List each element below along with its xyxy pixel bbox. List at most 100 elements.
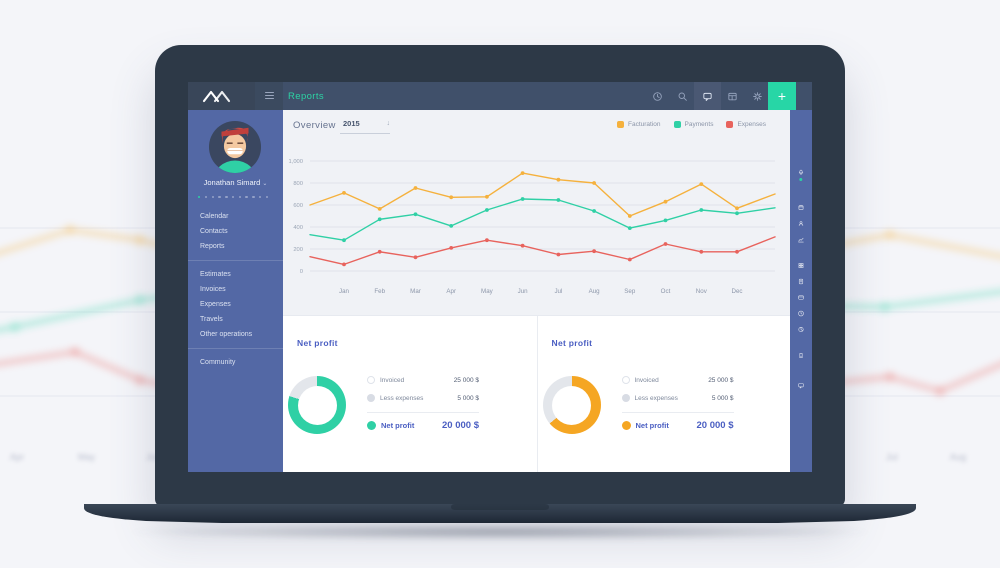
settings-icon	[753, 91, 762, 101]
topbar-settings-button[interactable]	[745, 82, 770, 110]
data-point-facturation[interactable]	[699, 182, 704, 186]
sidebar-item-community[interactable]: Community	[200, 359, 236, 366]
user-menu[interactable]: Jonathan Simard ⌄	[188, 178, 283, 187]
data-point-payments[interactable]	[592, 209, 596, 213]
data-point-facturation[interactable]	[663, 199, 668, 204]
data-point-payments[interactable]	[413, 212, 418, 217]
data-point-payments[interactable]	[699, 208, 704, 212]
data-point-expenses[interactable]	[556, 252, 561, 257]
metric-value: 20 000 $	[442, 420, 479, 431]
data-point-facturation[interactable]	[627, 214, 632, 218]
legend-item-payments[interactable]: Payments	[673, 121, 714, 128]
data-point-expenses[interactable]	[663, 242, 668, 246]
year-select-dropdown[interactable]: 2015 ↓	[340, 119, 390, 134]
rail-grid-button[interactable]	[798, 256, 805, 274]
rail-user-button[interactable]	[798, 214, 805, 232]
sidebar-item-estimates[interactable]: Estimates	[200, 271, 231, 278]
sidebar-item-reports[interactable]: Reports	[200, 243, 225, 250]
legend-item-facturation[interactable]: Facturation	[617, 121, 661, 128]
metric-marker-accent[interactable]	[367, 421, 376, 430]
data-point-facturation[interactable]	[556, 177, 561, 182]
notification-dot	[799, 178, 803, 182]
laptop-frame: Reports +	[155, 45, 845, 507]
menu-toggle-button[interactable]	[255, 82, 283, 110]
topbar-messages-button[interactable]	[694, 82, 721, 110]
clock-icon	[798, 310, 804, 317]
calendar-icon	[798, 204, 804, 210]
rail-chart-button[interactable]	[798, 230, 805, 248]
x-axis-label: May	[481, 288, 494, 295]
data-point-payments[interactable]	[520, 197, 525, 201]
legend-label: Expenses	[737, 121, 766, 128]
data-point-expenses[interactable]	[449, 246, 454, 250]
rail-bookmark-button[interactable]	[798, 346, 805, 364]
avatar[interactable]	[208, 120, 262, 174]
dropdown-arrow-icon: ↓	[386, 120, 391, 127]
metric-label: Invoiced	[380, 376, 405, 384]
y-axis-tick: 600	[293, 203, 303, 209]
data-point-expenses[interactable]	[627, 257, 632, 262]
data-point-payments[interactable]	[627, 226, 632, 230]
sidebar-item-calendar[interactable]: Calendar	[200, 213, 229, 220]
metric-marker-muted[interactable]	[621, 394, 630, 402]
metric-marker-muted[interactable]	[367, 394, 375, 402]
y-axis-tick: 0	[300, 269, 303, 275]
legend-label: Payments	[684, 121, 714, 128]
sidebar-item-travels[interactable]: Travels	[200, 316, 223, 323]
data-point-expenses[interactable]	[592, 249, 596, 254]
x-axis-label: Dec	[731, 288, 742, 295]
metric-marker-accent[interactable]	[621, 421, 631, 430]
data-point-payments[interactable]	[556, 198, 561, 202]
x-axis-label: Nov	[696, 288, 708, 295]
topbar-history-button[interactable]	[645, 82, 670, 110]
rail-clock-button[interactable]	[798, 304, 805, 322]
metric-marker-outline[interactable]	[621, 376, 630, 384]
data-point-facturation[interactable]	[377, 207, 382, 211]
legend-swatch	[726, 121, 734, 128]
data-point-payments[interactable]	[485, 208, 489, 212]
data-point-facturation[interactable]	[413, 186, 418, 190]
data-point-expenses[interactable]	[485, 238, 489, 243]
data-point-payments[interactable]	[342, 238, 346, 243]
data-point-payments[interactable]	[377, 217, 382, 222]
data-point-facturation[interactable]	[592, 181, 596, 185]
data-point-expenses[interactable]	[413, 255, 418, 260]
topbar-search-button[interactable]	[670, 82, 695, 110]
data-point-expenses[interactable]	[699, 249, 704, 254]
data-point-payments[interactable]	[663, 218, 668, 223]
sidebar-item-other-operations[interactable]: Other operations	[200, 331, 253, 338]
app-logo[interactable]	[188, 82, 255, 110]
metric-marker-outline[interactable]	[367, 376, 375, 384]
rail-card-button[interactable]	[798, 288, 805, 306]
net-profit-cards-section: Net profit Invoiced 25 000 $ Less expenses 5…	[283, 315, 790, 472]
add-button[interactable]: +	[768, 82, 796, 110]
data-point-facturation[interactable]	[520, 171, 525, 175]
x-axis-label: Mar	[410, 288, 421, 295]
data-point-payments[interactable]	[735, 211, 739, 216]
messages-icon	[798, 383, 804, 389]
legend-swatch	[617, 121, 625, 128]
sidebar-item-expenses[interactable]: Expenses	[200, 301, 231, 308]
data-point-facturation[interactable]	[449, 195, 454, 200]
data-point-facturation[interactable]	[735, 206, 739, 211]
rail-pie-button[interactable]	[798, 320, 805, 338]
legend-item-expenses[interactable]: Expenses	[726, 121, 766, 128]
background-month-label: May	[78, 452, 96, 462]
data-point-payments[interactable]	[449, 224, 454, 228]
y-axis-tick: 400	[293, 225, 303, 231]
sidebar-item-contacts[interactable]: Contacts	[200, 228, 228, 235]
data-point-expenses[interactable]	[735, 249, 739, 254]
data-point-expenses[interactable]	[377, 249, 382, 254]
rail-messages-button[interactable]	[798, 376, 805, 394]
rail-calendar-button[interactable]	[798, 198, 805, 216]
data-point-facturation[interactable]	[485, 194, 489, 199]
data-point-expenses[interactable]	[520, 243, 525, 248]
background-month-label: Apr	[10, 452, 25, 462]
rail-doc-button[interactable]	[798, 272, 805, 290]
topbar-table-button[interactable]	[720, 82, 745, 110]
rail-bell-button[interactable]	[798, 162, 805, 180]
data-point-expenses[interactable]	[342, 262, 346, 267]
sidebar-item-invoices[interactable]: Invoices	[200, 286, 226, 293]
data-point-facturation[interactable]	[342, 191, 346, 195]
